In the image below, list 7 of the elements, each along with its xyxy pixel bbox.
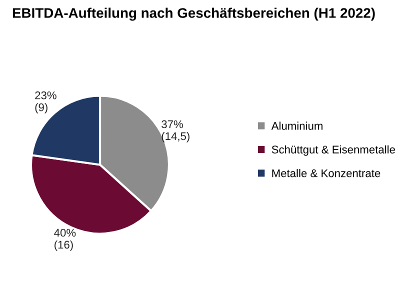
legend-label: Aluminium: [271, 122, 322, 130]
chart-title: EBITDA-Aufteilung nach Geschäftsbereichen (H1 2022): [12, 8, 375, 21]
data-label: 23% (9): [35, 91, 56, 114]
legend-label: Metalle & Konzentrate: [272, 169, 380, 178]
data-label: 37% (14,5): [162, 120, 190, 142]
data-label: 40% (16): [54, 228, 76, 251]
legend-label: Schüttgut & Eisenmetalle: [272, 145, 395, 156]
